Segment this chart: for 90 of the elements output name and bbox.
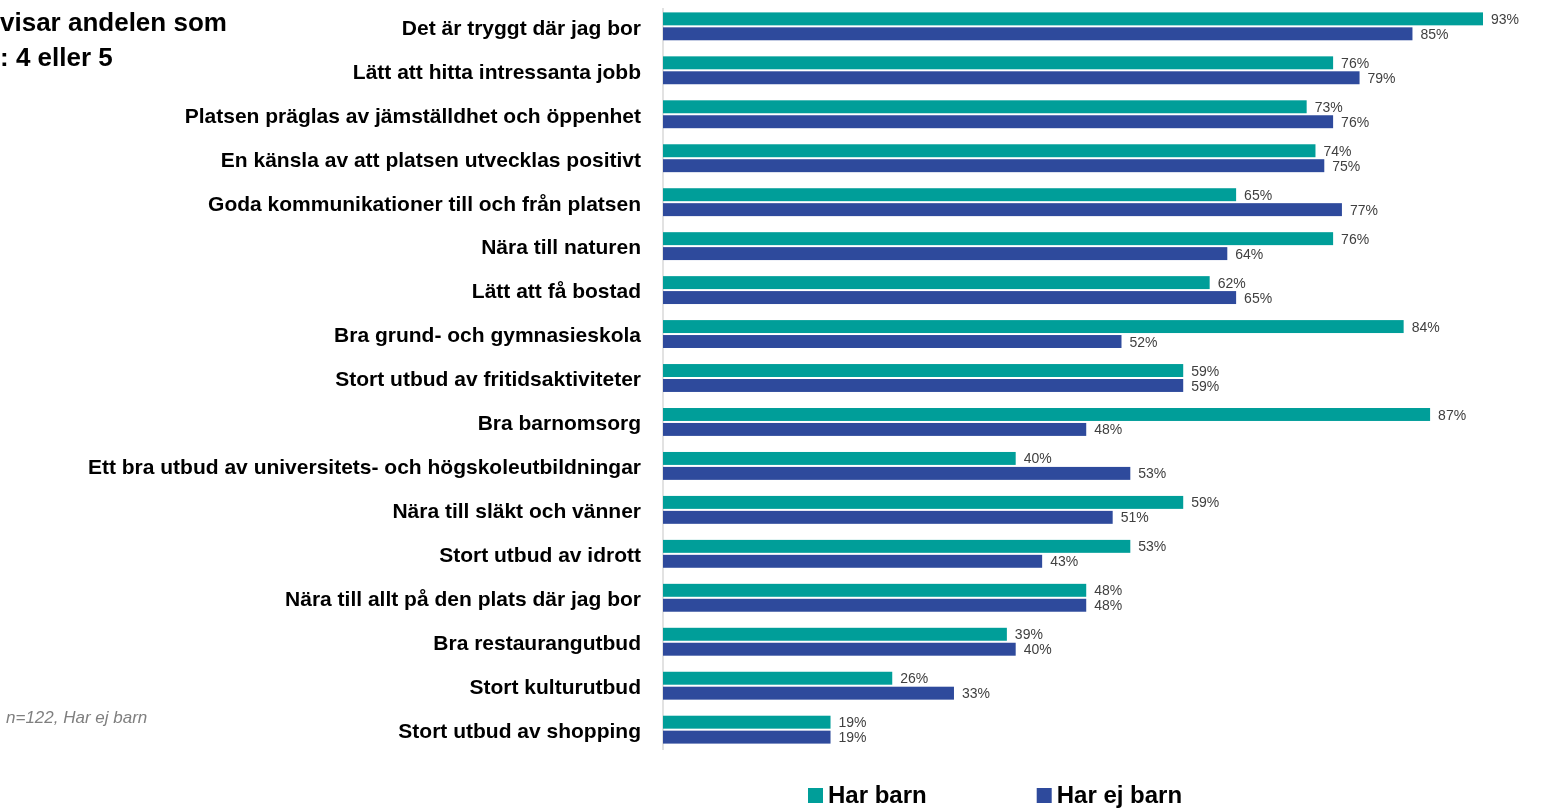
- text: n=122, Har ej barn: [6, 708, 148, 727]
- bar: [663, 203, 1342, 217]
- y-tick-label: Platsen präglas av jämställdhet och öppenhet: [184, 103, 641, 127]
- data-label: 74%: [1323, 142, 1352, 159]
- data-label: 40%: [1023, 450, 1052, 467]
- y-tick-label: Ett bra utbud av universitets- och högskoleutbildningar: [87, 455, 641, 479]
- legend-label: Har barn: [828, 781, 927, 808]
- data-label: 53%: [1138, 538, 1167, 555]
- legend-label: Har ej barn: [1056, 781, 1183, 808]
- bar: [663, 642, 1016, 656]
- data-label: 43%: [1050, 553, 1079, 570]
- data-label: 77%: [1349, 201, 1378, 218]
- y-tick-label: Stort utbud av fritidsaktiviteter: [335, 367, 641, 391]
- bar: [663, 554, 1043, 568]
- y-tick-label: Det är tryggt där jag bor: [401, 15, 641, 39]
- bar: [663, 686, 954, 700]
- data-label: 76%: [1341, 54, 1370, 71]
- bar: [663, 451, 1016, 465]
- bar: [663, 495, 1184, 509]
- data-label: 26%: [900, 670, 929, 687]
- y-tick-label: Lätt att få bostad: [471, 279, 641, 303]
- bar: [663, 730, 831, 744]
- data-label: 33%: [961, 685, 990, 702]
- data-label: 48%: [1094, 597, 1123, 614]
- y-tick-label: Bra barnomsorg: [477, 411, 641, 435]
- y-tick-label: Bra restaurangutbud: [433, 631, 641, 655]
- text: : 4 eller 5: [0, 42, 113, 72]
- bar: [663, 422, 1087, 436]
- bar: [663, 27, 1413, 41]
- bar: [663, 232, 1334, 246]
- data-label: 85%: [1420, 25, 1449, 42]
- bar: [663, 364, 1184, 377]
- bar: [663, 276, 1210, 290]
- y-tick-label: En känsla av att platsen utvecklas positivt: [220, 147, 641, 171]
- data-label: 19%: [838, 714, 867, 731]
- data-label: 65%: [1244, 186, 1273, 203]
- data-label: 87%: [1438, 406, 1467, 423]
- bar: [663, 510, 1113, 524]
- y-tick-label: Nära till naturen: [481, 235, 641, 259]
- bar: [663, 115, 1334, 129]
- data-label: 51%: [1120, 509, 1149, 526]
- bar: [663, 71, 1360, 85]
- bar: [663, 335, 1122, 348]
- data-label: 53%: [1138, 465, 1167, 482]
- y-tick-label: Stort kulturutbud: [469, 675, 641, 699]
- y-tick-label: Stort utbud av shopping: [398, 719, 641, 743]
- data-label: 52%: [1129, 333, 1158, 350]
- data-label: 93%: [1491, 10, 1520, 27]
- text: visar andelen som: [0, 7, 227, 37]
- data-label: 64%: [1235, 245, 1264, 262]
- data-label: 76%: [1341, 113, 1370, 130]
- y-tick-label: Nära till släkt och vänner: [392, 499, 641, 523]
- bar: [663, 291, 1237, 305]
- data-label: 19%: [838, 729, 867, 746]
- y-tick-label: Bra grund- och gymnasieskola: [334, 323, 642, 347]
- bar: [663, 56, 1334, 70]
- y-tick-label: Lätt att hitta intressanta jobb: [352, 59, 641, 83]
- data-label: 84%: [1411, 318, 1440, 335]
- bar: [663, 144, 1316, 158]
- bar: [663, 100, 1307, 114]
- data-label: 59%: [1191, 494, 1220, 511]
- y-tick-label: Goda kommunikationer till och från platsen: [208, 191, 641, 215]
- data-label: 48%: [1094, 421, 1123, 438]
- data-label: 75%: [1332, 157, 1361, 174]
- bar: [663, 320, 1404, 334]
- y-tick-label: Stort utbud av idrott: [439, 543, 641, 567]
- bar: [663, 583, 1087, 597]
- data-label: 48%: [1094, 582, 1123, 599]
- data-label: 59%: [1191, 362, 1220, 379]
- y-tick-label: Nära till allt på den plats där jag bor: [285, 587, 641, 611]
- data-label: 40%: [1023, 641, 1052, 658]
- bar: [663, 408, 1431, 421]
- data-label: 65%: [1244, 289, 1273, 306]
- bar: [663, 188, 1237, 202]
- bar: [663, 159, 1325, 173]
- bar: [663, 466, 1131, 480]
- data-label: 73%: [1314, 98, 1343, 115]
- data-label: 79%: [1367, 69, 1396, 86]
- bar: [663, 247, 1228, 261]
- bar: [663, 539, 1131, 553]
- bar: [663, 627, 1007, 641]
- data-label: 76%: [1341, 230, 1370, 247]
- bar: [663, 598, 1087, 612]
- bar: [663, 379, 1184, 392]
- data-label: 39%: [1014, 626, 1043, 643]
- data-label: 59%: [1191, 377, 1220, 394]
- bar: [663, 671, 893, 685]
- bar: [663, 12, 1483, 26]
- bar: [663, 715, 831, 729]
- data-label: 62%: [1217, 274, 1246, 291]
